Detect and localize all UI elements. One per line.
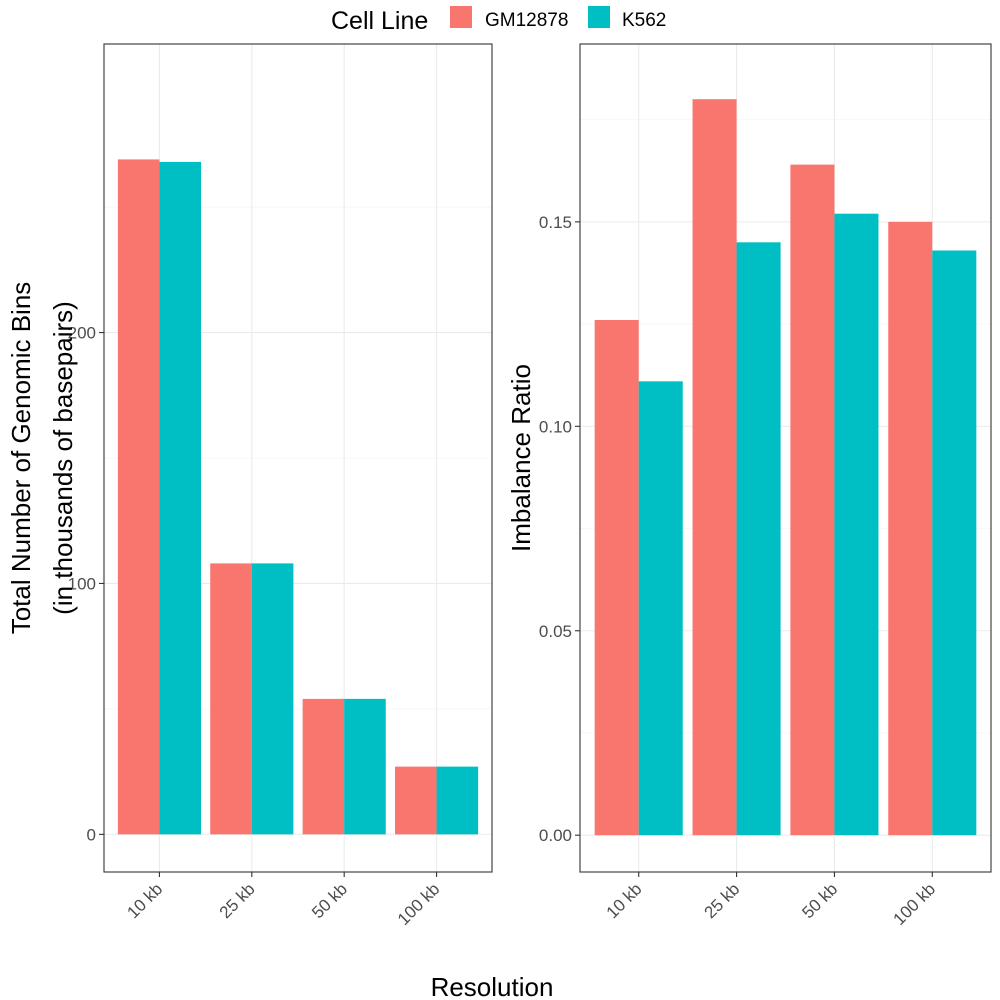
y-tick-label: 200 [68, 324, 96, 343]
bar-gm12878-100kb [395, 766, 437, 835]
bar-k562-50kb [344, 698, 386, 835]
x-tick-label: 50 kb [308, 879, 351, 922]
legend-label-k562: K562 [622, 10, 666, 31]
panel-border [579, 43, 992, 873]
legend-label-gm12878: GM12878 [485, 10, 568, 31]
y-tick-label: 0 [87, 825, 96, 844]
bar-gm12878-10kb [594, 320, 639, 836]
bar-gm12878-50kb [790, 164, 835, 836]
bar-gm12878-100kb [888, 221, 933, 836]
x-tick-label: 25 kb [216, 879, 259, 922]
x-tick-label: 10 kb [123, 879, 166, 922]
x-tick-label: 100 kb [394, 879, 444, 929]
legend-title: Cell Line [331, 7, 428, 35]
legend-swatch-k562 [588, 6, 610, 28]
panel-border [103, 43, 493, 873]
bar-gm12878-25kb [692, 99, 737, 836]
y-axis-title: (in thousands of basepairs) [48, 301, 78, 615]
legend: Cell Line GM12878 K562 [331, 6, 666, 35]
x-axis-title: Resolution [431, 972, 554, 1000]
bar-gm12878-10kb [117, 159, 160, 835]
bar-k562-25kb [251, 563, 294, 835]
bar-k562-100kb [436, 766, 479, 835]
y-tick-label: 0.10 [539, 417, 572, 436]
y-tick-label: 0.15 [539, 213, 572, 232]
bar-gm12878-50kb [302, 698, 345, 835]
y-tick-label: 0.05 [539, 622, 572, 641]
x-tick-label: 100 kb [890, 879, 940, 929]
legend-swatch-gm12878 [450, 6, 472, 28]
x-tick-label: 10 kb [603, 879, 646, 922]
panel-right-imbalance-ratio: 0.00 0.05 0.10 0.15 10 kb 25 kb 50 kb 100 kb Imb… [506, 43, 992, 929]
bar-k562-25kb [736, 242, 781, 836]
x-tick-label: 25 kb [701, 879, 744, 922]
y-tick-label: 0.00 [539, 826, 572, 845]
y-axis-title: Total Number of Genomic Bins [6, 282, 36, 635]
bar-gm12878-25kb [210, 563, 252, 835]
x-tick-label: 50 kb [798, 879, 841, 922]
y-tick-label: 100 [68, 574, 96, 593]
bar-k562-10kb [159, 161, 201, 835]
bar-k562-100kb [932, 250, 977, 836]
bar-k562-10kb [638, 381, 683, 836]
panel-left-genomic-bins: 0 100 200 10 kb 25 kb 50 kb 100 kb Total Number… [6, 43, 493, 929]
bar-k562-50kb [834, 213, 879, 836]
y-axis-title: Imbalance Ratio [506, 364, 536, 552]
